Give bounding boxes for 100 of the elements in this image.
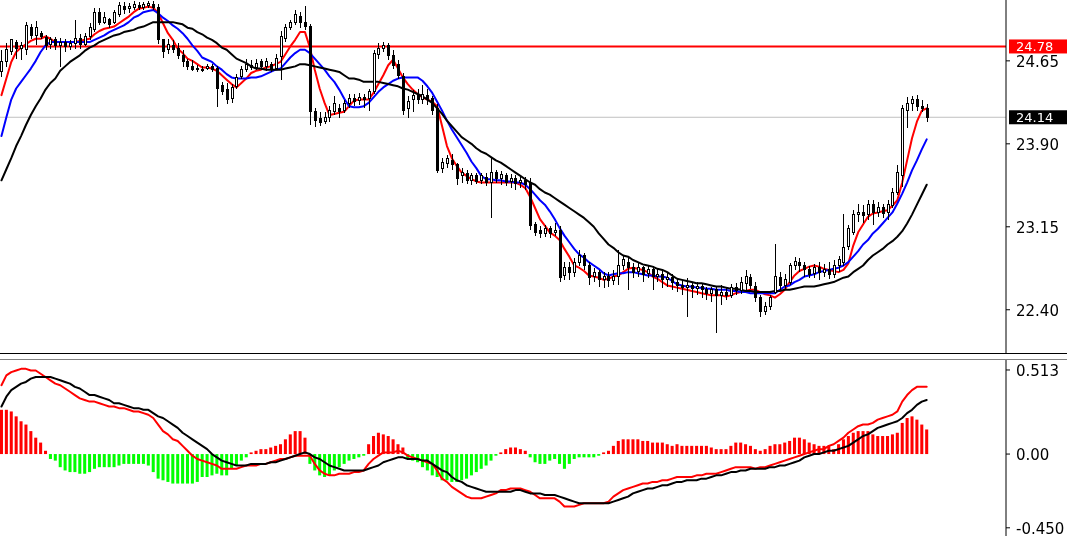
- candlestick: [705, 286, 708, 301]
- candlestick: [490, 157, 493, 219]
- candlestick: [206, 63, 209, 71]
- bar: [122, 454, 126, 464]
- candlestick: [901, 104, 904, 188]
- candlestick: [138, 1, 141, 11]
- bar: [171, 454, 175, 484]
- candlestick: [578, 249, 581, 266]
- bar: [283, 439, 287, 455]
- candlestick: [593, 267, 596, 283]
- bar: [582, 454, 586, 458]
- candlestick: [622, 255, 625, 271]
- bar: [876, 436, 880, 455]
- candlestick: [108, 17, 111, 29]
- bar: [900, 422, 904, 455]
- bar: [298, 431, 302, 455]
- bar: [102, 454, 106, 468]
- candlestick: [529, 177, 532, 231]
- candlestick: [113, 9, 116, 25]
- candlestick: [167, 38, 170, 55]
- candlestick: [510, 173, 513, 189]
- bar: [44, 450, 48, 455]
- candlestick: [172, 39, 175, 54]
- candlestick: [45, 34, 48, 51]
- candlestick: [196, 64, 199, 73]
- candlestick: [877, 201, 880, 218]
- bar: [567, 454, 571, 464]
- ref-line-label: 24.78: [1016, 38, 1054, 54]
- bar: [372, 436, 376, 455]
- y-tick-label: 23.15: [1016, 218, 1059, 237]
- bar: [504, 449, 508, 455]
- bar: [176, 454, 180, 484]
- bar: [611, 445, 615, 455]
- candlestick: [808, 265, 811, 279]
- bar: [572, 454, 576, 459]
- bar: [151, 454, 155, 473]
- candlestick: [544, 224, 547, 238]
- candlestick: [338, 103, 341, 119]
- bar: [195, 454, 199, 482]
- candlestick: [79, 33, 82, 50]
- candlestick: [759, 294, 762, 318]
- bar: [606, 450, 611, 455]
- candlestick: [142, 1, 145, 11]
- candlestick: [162, 38, 165, 59]
- bar: [347, 454, 351, 461]
- bar: [185, 454, 190, 484]
- bar: [920, 424, 924, 455]
- bar: [479, 454, 483, 469]
- bar: [621, 439, 625, 455]
- candlestick: [803, 261, 806, 278]
- candlestick: [421, 84, 424, 105]
- y-tick-label: 0.513: [1016, 361, 1059, 380]
- bar: [641, 440, 645, 455]
- candlestick: [833, 259, 836, 279]
- bar: [665, 444, 669, 455]
- candlestick: [74, 19, 77, 50]
- bar: [137, 454, 141, 464]
- y-tick-label: 24.65: [1016, 52, 1059, 71]
- candlestick: [417, 88, 420, 105]
- candlestick: [20, 41, 23, 61]
- bar: [695, 445, 699, 455]
- ref-line-label: 24.14: [1016, 109, 1054, 125]
- candlestick: [211, 63, 214, 73]
- bar: [288, 434, 292, 455]
- candlestick: [632, 262, 635, 279]
- candlestick: [426, 88, 429, 106]
- candlestick: [911, 95, 914, 112]
- bar: [88, 454, 92, 473]
- candlestick: [456, 162, 459, 186]
- bar: [112, 454, 116, 468]
- candlestick: [54, 36, 57, 51]
- bar: [690, 445, 694, 455]
- bar: [528, 454, 532, 458]
- candlestick: [84, 32, 87, 47]
- bar: [97, 454, 101, 468]
- bar: [34, 437, 38, 455]
- candlestick: [436, 103, 439, 174]
- candlestick: [353, 93, 356, 107]
- candlestick: [402, 72, 405, 116]
- bar: [244, 454, 248, 458]
- bar: [793, 437, 797, 455]
- candlestick: [617, 249, 620, 286]
- bar: [24, 424, 28, 455]
- candlestick: [524, 176, 527, 191]
- candlestick: [652, 265, 655, 291]
- candlestick: [789, 262, 792, 286]
- candlestick: [250, 59, 253, 71]
- candlestick: [5, 42, 8, 68]
- bar: [802, 439, 806, 455]
- candlestick: [603, 271, 606, 289]
- bar: [352, 454, 356, 459]
- candlestick: [779, 271, 782, 291]
- candlestick: [25, 21, 28, 56]
- candlestick: [823, 263, 826, 278]
- bar: [925, 429, 929, 455]
- candlestick: [392, 49, 395, 70]
- candlestick: [867, 199, 870, 221]
- candlestick: [235, 73, 238, 89]
- bar: [890, 434, 894, 455]
- candlestick: [554, 222, 557, 237]
